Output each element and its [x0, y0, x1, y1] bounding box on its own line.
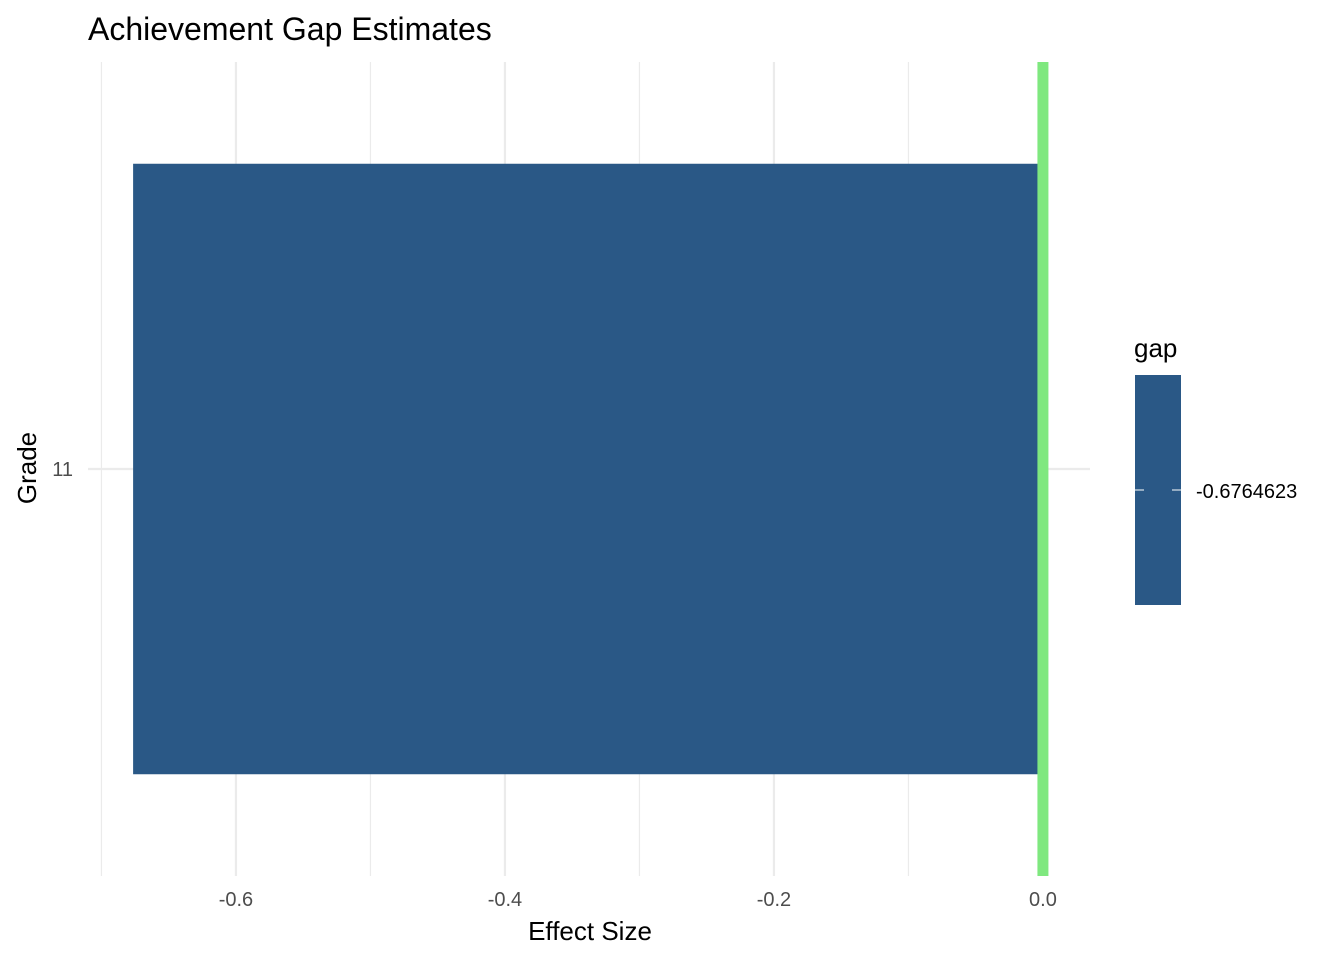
y-axis-label: Grade	[12, 432, 42, 504]
y-axis-ticks: 11	[52, 459, 73, 481]
bar-grade-11	[133, 163, 1043, 775]
x-tick-label: -0.2	[757, 889, 791, 911]
x-axis-label: Effect Size	[528, 916, 652, 946]
x-axis-ticks: -0.6 -0.4 -0.2 0.0	[219, 889, 1057, 911]
legend: gap -0.6764623	[1134, 333, 1297, 605]
chart-title: Achievement Gap Estimates	[88, 11, 492, 47]
bars	[133, 163, 1043, 775]
x-tick-label: -0.6	[219, 889, 253, 911]
x-tick-label: 0.0	[1029, 889, 1057, 911]
legend-title: gap	[1134, 333, 1177, 363]
y-tick-label: 11	[52, 459, 73, 481]
x-tick-label: -0.4	[488, 889, 522, 911]
legend-label: -0.6764623	[1196, 481, 1297, 503]
